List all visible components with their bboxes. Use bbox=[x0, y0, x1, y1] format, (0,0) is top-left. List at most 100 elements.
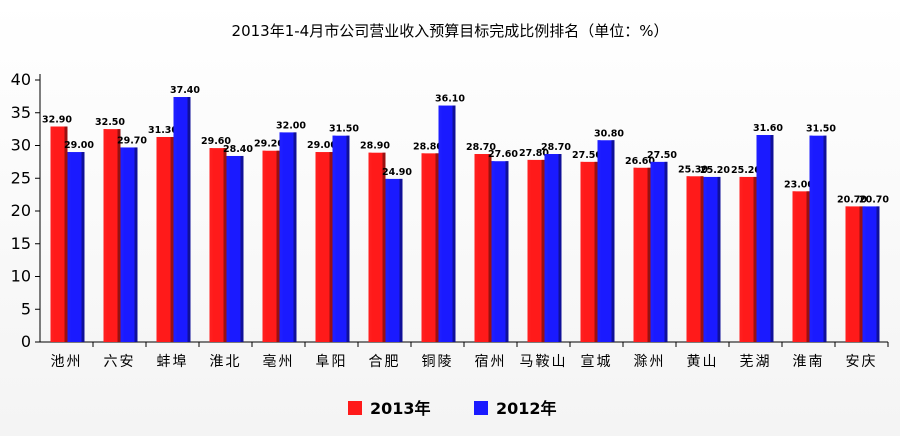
bar-shade bbox=[134, 147, 138, 342]
bar-2013 bbox=[262, 150, 280, 342]
data-label-2013: 25.20 bbox=[731, 165, 761, 176]
bar-highlight bbox=[173, 97, 177, 342]
data-label-2013: 29.20 bbox=[254, 139, 284, 150]
data-label-2012: 24.90 bbox=[382, 167, 412, 178]
bar-2012 bbox=[597, 140, 615, 342]
bar-shade bbox=[329, 152, 333, 342]
bar-2012 bbox=[809, 135, 827, 342]
data-label-2013: 31.30 bbox=[148, 125, 178, 136]
data-label-2013: 29.60 bbox=[201, 136, 231, 147]
bar-body bbox=[845, 206, 863, 342]
bar-shade bbox=[505, 161, 509, 342]
x-tick-label: 亳州 bbox=[263, 353, 295, 370]
bar-highlight bbox=[438, 105, 442, 342]
bar-2013 bbox=[209, 148, 227, 342]
bar-2012 bbox=[756, 135, 774, 342]
bar-body bbox=[739, 176, 757, 342]
bar-2012 bbox=[650, 161, 668, 342]
x-tick-label: 铜陵 bbox=[422, 354, 454, 370]
data-label-2013: 26.60 bbox=[625, 156, 655, 167]
data-label-2013: 29.00 bbox=[307, 140, 337, 151]
bar-shade bbox=[240, 155, 244, 342]
bar-highlight bbox=[862, 206, 866, 342]
bar-body bbox=[438, 105, 456, 342]
bar-shade bbox=[700, 176, 704, 342]
bar-highlight bbox=[332, 135, 336, 342]
bar-body bbox=[474, 154, 492, 342]
bar-2012 bbox=[544, 154, 562, 342]
bar-2013 bbox=[580, 161, 598, 342]
x-tick-label: 淮南 bbox=[793, 354, 825, 370]
bar-shade bbox=[611, 140, 615, 342]
bar-highlight bbox=[544, 154, 548, 342]
bar-body bbox=[544, 154, 562, 342]
bar-shade bbox=[435, 153, 439, 342]
x-tick-label: 淮北 bbox=[210, 354, 242, 370]
bar-body bbox=[173, 97, 191, 342]
x-tick-label: 合肥 bbox=[369, 354, 401, 370]
legend-label-2012: 2012年 bbox=[496, 399, 557, 418]
bar-2012 bbox=[703, 176, 721, 342]
bar-highlight bbox=[50, 126, 54, 342]
bar-2013 bbox=[315, 152, 333, 342]
bar-shade bbox=[117, 129, 121, 342]
bar-highlight bbox=[491, 161, 495, 342]
y-tick-label: 10 bbox=[11, 267, 31, 286]
bar-shade bbox=[399, 178, 403, 342]
x-tick-label: 安庆 bbox=[846, 354, 878, 370]
x-tick-label: 黄山 bbox=[687, 353, 719, 370]
plot-area: 0 5 10 15 20 25 30 35 40 32.90 29.00 池州 32.50 29.70 六安… bbox=[11, 70, 890, 370]
bar-shade bbox=[276, 150, 280, 342]
bar-shade bbox=[346, 135, 350, 342]
bar-body bbox=[103, 129, 121, 342]
data-label-2013: 28.70 bbox=[466, 142, 496, 153]
bar-shade bbox=[541, 159, 545, 342]
bar-shade bbox=[594, 161, 598, 342]
bar-highlight bbox=[120, 147, 124, 342]
bar-highlight bbox=[209, 148, 213, 342]
data-label-2013: 32.90 bbox=[42, 115, 72, 126]
data-label-2013: 28.80 bbox=[413, 141, 443, 152]
bar-2013 bbox=[50, 126, 68, 342]
bar-shade bbox=[293, 132, 297, 342]
bar-highlight bbox=[597, 140, 601, 342]
x-tick-label: 宿州 bbox=[475, 353, 507, 370]
bar-highlight bbox=[315, 152, 319, 342]
x-tick-label: 蚌埠 bbox=[157, 353, 189, 370]
bar-shade bbox=[664, 161, 668, 342]
bar-highlight bbox=[792, 191, 796, 342]
data-label-2012: 36.10 bbox=[435, 94, 465, 105]
bar-body bbox=[209, 148, 227, 342]
bar-2013 bbox=[103, 129, 121, 342]
bar-body bbox=[597, 140, 615, 342]
bar-highlight bbox=[580, 161, 584, 342]
y-tick-label: 40 bbox=[11, 70, 31, 89]
x-tick-label: 滁州 bbox=[634, 354, 666, 370]
y-tick-label: 20 bbox=[11, 201, 31, 220]
data-label-2013: 27.80 bbox=[519, 148, 549, 159]
legend: 2013年 2012年 bbox=[348, 399, 557, 418]
bar-body bbox=[756, 135, 774, 342]
data-label-2012: 31.50 bbox=[329, 124, 359, 135]
bar-2013 bbox=[686, 176, 704, 342]
x-tick-label: 马鞍山 bbox=[520, 354, 568, 370]
bar-shade bbox=[382, 152, 386, 342]
bar-body bbox=[527, 159, 545, 342]
bar-highlight bbox=[226, 155, 230, 342]
bar-body bbox=[262, 150, 280, 342]
bar-body bbox=[279, 132, 297, 342]
bar-highlight bbox=[103, 129, 107, 342]
bar-shade bbox=[452, 105, 456, 342]
bar-shade bbox=[859, 206, 863, 342]
bar-shade bbox=[770, 135, 774, 342]
data-label-2013: 23.00 bbox=[784, 179, 814, 190]
data-label-2012: 29.00 bbox=[64, 140, 94, 151]
bar-body bbox=[809, 135, 827, 342]
bar-highlight bbox=[686, 176, 690, 342]
y-tick-label: 35 bbox=[11, 103, 31, 122]
bar-shade bbox=[717, 176, 721, 342]
bar-highlight bbox=[156, 136, 160, 342]
data-label-2012: 32.00 bbox=[276, 120, 306, 131]
